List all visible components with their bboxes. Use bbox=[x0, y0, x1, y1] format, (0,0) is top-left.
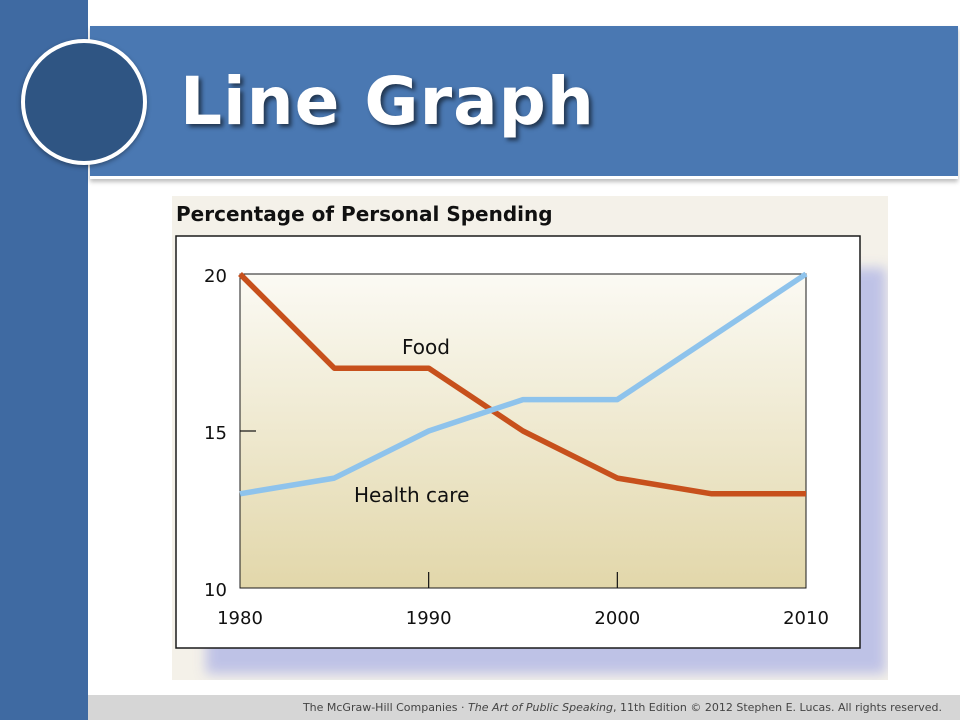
series-label-health-care: Health care bbox=[354, 483, 469, 507]
slide-title: Line Graph bbox=[180, 63, 595, 140]
series-line-health-care bbox=[239, 271, 808, 497]
footer-book-title: The Art of Public Speaking bbox=[468, 701, 614, 714]
line-chart: Percentage of Personal Spending 10 15 20 19… bbox=[175, 202, 886, 674]
x-tick-label-1: 1990 bbox=[406, 608, 452, 629]
footer-credits: The McGraw-Hill Companies · The Art of P… bbox=[88, 695, 960, 720]
y-tick-label-1: 15 bbox=[204, 423, 227, 444]
footer-copyright: © 2012 Stephen E. Lucas. All rights rese… bbox=[690, 701, 942, 714]
series-label-food: Food bbox=[402, 335, 450, 359]
series-line-food bbox=[238, 272, 806, 497]
chart-title: Percentage of Personal Spending bbox=[176, 202, 553, 226]
chart-area: Percentage of Personal Spending 10 15 20 19… bbox=[172, 196, 888, 680]
footer-separator: · bbox=[461, 701, 465, 714]
x-tick-label-0: 1980 bbox=[217, 608, 263, 629]
title-banner bbox=[90, 26, 958, 179]
title-circle-ornament bbox=[21, 39, 147, 165]
footer-publisher: The McGraw-Hill Companies bbox=[302, 701, 458, 714]
x-tick-label-3: 2010 bbox=[783, 608, 829, 629]
x-tick-label-2: 2000 bbox=[594, 608, 640, 629]
y-tick-label-2: 20 bbox=[204, 266, 227, 287]
footer-edition: , 11th Edition bbox=[613, 701, 687, 714]
y-tick-label-0: 10 bbox=[204, 580, 227, 601]
